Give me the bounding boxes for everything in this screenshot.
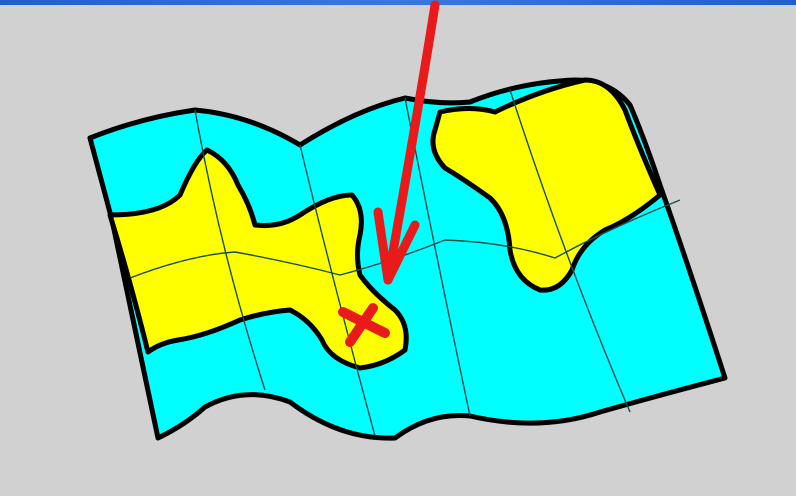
pointer-arrow (373, 0, 440, 285)
window-top-bar (0, 0, 796, 5)
treasure-x-mark (338, 303, 390, 347)
map-land-left (107, 147, 409, 371)
